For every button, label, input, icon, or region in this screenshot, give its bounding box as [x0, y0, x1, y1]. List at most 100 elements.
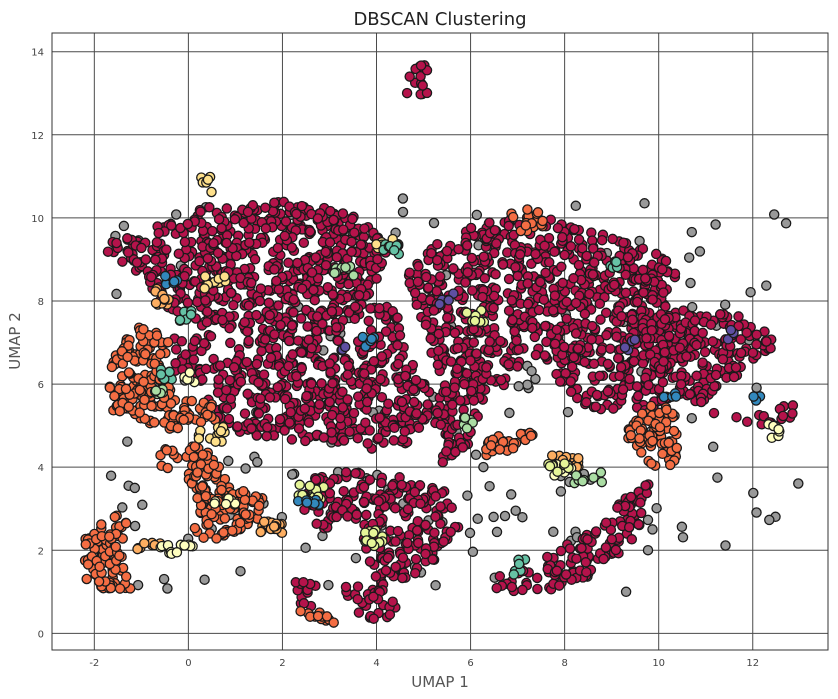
- main-cluster-point: [582, 534, 593, 545]
- noise-point: [170, 209, 182, 220]
- main-cluster-point: [376, 477, 387, 489]
- main-cluster-point: [365, 303, 376, 314]
- main-cluster-point: [253, 377, 264, 388]
- orange-cluster-point: [200, 490, 212, 502]
- main-cluster-point: [696, 396, 707, 408]
- main-cluster-point: [635, 507, 647, 519]
- main-cluster-point: [708, 407, 720, 419]
- main-cluster-point: [514, 249, 526, 260]
- main-cluster-point: [214, 360, 226, 371]
- main-cluster-point: [663, 330, 675, 342]
- orange-cluster-point: [114, 550, 125, 561]
- main-cluster-point: [615, 361, 627, 373]
- tick-labels: -2 0 2 4 6 8 10 12 0 2 4 6 8 10 12 14: [31, 48, 759, 669]
- main-cluster-point: [440, 386, 452, 397]
- main-cluster-point: [269, 264, 280, 275]
- cream-cluster-point: [179, 540, 190, 551]
- orange-cluster-point: [197, 481, 208, 492]
- main-cluster-point: [731, 411, 742, 423]
- main-cluster-point: [542, 551, 553, 563]
- x-tick-label: 6: [467, 658, 473, 669]
- orange-cluster-point: [494, 444, 506, 455]
- orange-cluster-point: [120, 383, 132, 395]
- orange-cluster-point: [82, 559, 94, 570]
- main-cluster-point: [409, 567, 421, 579]
- y-tick-label: 12: [31, 131, 44, 142]
- main-cluster-point: [659, 314, 671, 325]
- main-cluster-point: [279, 393, 291, 405]
- main-cluster-point: [555, 545, 567, 557]
- main-cluster-point: [352, 391, 364, 402]
- main-cluster-point: [208, 237, 219, 249]
- main-cluster-point: [304, 226, 316, 237]
- main-cluster-point: [659, 347, 671, 358]
- cream-cluster-point: [209, 498, 220, 509]
- main-cluster-point: [325, 367, 336, 378]
- main-cluster-point: [584, 288, 595, 300]
- main-cluster-point: [647, 294, 658, 305]
- main-cluster-point: [457, 442, 469, 453]
- main-cluster-point: [372, 254, 383, 265]
- main-cluster-point: [675, 379, 687, 390]
- main-cluster-point: [337, 208, 349, 219]
- blue-cluster-point: [748, 391, 759, 402]
- main-cluster-point: [337, 402, 349, 413]
- main-cluster-point: [511, 335, 522, 346]
- orange-cluster-point: [149, 417, 160, 428]
- mint-cluster-point: [461, 423, 473, 434]
- pale-yellow-cluster-point: [219, 271, 230, 282]
- main-cluster-point: [342, 511, 353, 522]
- orange-cluster-point: [161, 445, 173, 456]
- main-cluster-point: [707, 336, 719, 347]
- main-cluster-point: [539, 350, 551, 361]
- noise-point: [510, 505, 521, 516]
- main-cluster-point: [346, 246, 357, 258]
- main-cluster-point: [478, 251, 490, 262]
- main-cluster-point: [298, 576, 309, 588]
- main-cluster-point: [650, 248, 662, 260]
- main-cluster-point: [288, 294, 300, 305]
- main-cluster-point: [632, 390, 644, 402]
- main-cluster-point: [568, 351, 580, 363]
- main-cluster-point: [730, 362, 742, 373]
- main-cluster-point: [605, 343, 616, 354]
- main-cluster-point: [612, 352, 624, 364]
- orange-cluster-point: [206, 508, 217, 520]
- x-tick-label: -2: [89, 658, 99, 669]
- main-cluster-point: [581, 566, 592, 578]
- main-cluster-point: [316, 378, 327, 389]
- main-cluster-point: [353, 607, 365, 618]
- main-cluster-point: [327, 378, 338, 389]
- orange-cluster-point: [109, 390, 120, 402]
- main-cluster-point: [461, 240, 473, 251]
- pale-yellow-cluster-point: [202, 174, 214, 185]
- noise-point: [548, 526, 559, 538]
- main-cluster-point: [283, 335, 295, 347]
- orange-cluster-point: [198, 532, 209, 543]
- main-cluster-point: [373, 432, 384, 444]
- main-cluster-point: [540, 267, 551, 279]
- main-cluster-point: [622, 252, 634, 263]
- main-cluster-point: [413, 537, 424, 549]
- main-cluster-point: [343, 278, 354, 290]
- main-cluster-point: [549, 290, 561, 301]
- main-cluster-point: [426, 247, 437, 259]
- main-cluster-point: [200, 295, 211, 306]
- noise-point: [397, 193, 409, 204]
- main-cluster-point: [568, 273, 579, 284]
- main-cluster-point: [517, 584, 528, 596]
- mint-cluster-point: [150, 385, 162, 396]
- main-cluster-point: [640, 480, 651, 491]
- main-cluster-point: [614, 370, 625, 382]
- main-cluster-point: [539, 240, 550, 252]
- main-cluster-point: [735, 334, 747, 345]
- main-cluster-point: [324, 396, 335, 408]
- main-cluster-point: [253, 408, 265, 419]
- main-cluster-point: [432, 407, 443, 419]
- main-cluster-point: [225, 287, 237, 299]
- main-cluster-point: [221, 384, 232, 396]
- main-cluster-point: [489, 224, 501, 236]
- orange-cluster-point: [140, 348, 151, 360]
- noise-point: [491, 526, 503, 538]
- main-cluster-point: [325, 205, 336, 217]
